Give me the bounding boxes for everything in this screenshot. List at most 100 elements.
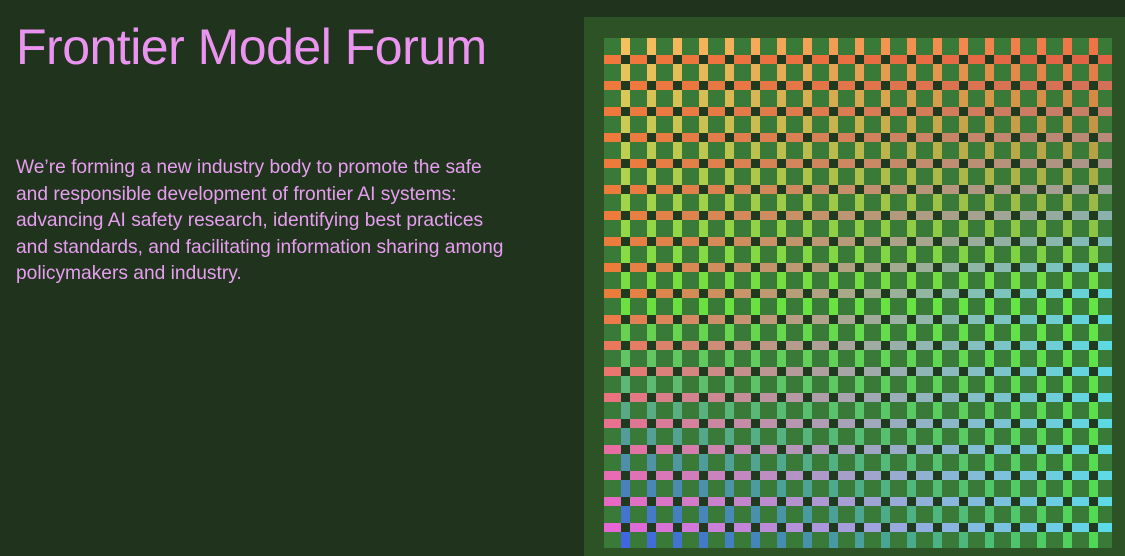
weave-vertical — [1089, 38, 1098, 55]
weave-horizontal — [708, 107, 725, 116]
weave-intersection — [933, 159, 942, 168]
weave-vertical — [907, 532, 916, 548]
weave-horizontal — [890, 81, 907, 90]
weave-intersection — [725, 289, 734, 298]
weave-intersection — [855, 497, 864, 506]
weave-vertical — [673, 298, 682, 315]
weave-intersection — [647, 367, 656, 376]
weave-vertical — [751, 324, 760, 341]
weave-horizontal — [838, 81, 855, 90]
weave-intersection — [907, 471, 916, 480]
weave-intersection — [673, 523, 682, 532]
weave-intersection — [777, 445, 786, 454]
weave-intersection — [621, 471, 630, 480]
weave-intersection — [647, 289, 656, 298]
weave-horizontal — [916, 393, 933, 402]
weave-vertical — [933, 376, 942, 393]
weave-intersection — [933, 81, 942, 90]
weave-horizontal — [734, 393, 751, 402]
weave-vertical — [933, 428, 942, 445]
weave-intersection — [803, 315, 812, 324]
weave-horizontal — [994, 211, 1011, 220]
weave-intersection — [1063, 445, 1072, 454]
weave-intersection — [881, 55, 890, 64]
weave-vertical — [621, 194, 630, 211]
weave-vertical — [647, 90, 656, 107]
weave-horizontal — [864, 185, 881, 194]
weave-vertical — [907, 480, 916, 497]
weave-intersection — [829, 237, 838, 246]
weave-vertical — [907, 38, 916, 55]
weave-horizontal — [838, 341, 855, 350]
weave-vertical — [803, 454, 812, 471]
weave-vertical — [985, 532, 994, 548]
weave-horizontal — [812, 471, 829, 480]
weave-intersection — [647, 263, 656, 272]
weave-intersection — [1037, 367, 1046, 376]
weave-intersection — [1063, 133, 1072, 142]
weave-intersection — [1011, 367, 1020, 376]
weave-vertical — [855, 116, 864, 133]
weave-intersection — [699, 237, 708, 246]
weave-horizontal — [734, 263, 751, 272]
weave-intersection — [933, 185, 942, 194]
weave-horizontal — [994, 55, 1011, 64]
weave-horizontal — [1020, 81, 1037, 90]
weave-intersection — [1089, 419, 1098, 428]
weave-vertical — [725, 454, 734, 471]
weave-horizontal — [604, 419, 621, 428]
weave-intersection — [907, 523, 916, 532]
weave-intersection — [673, 133, 682, 142]
weave-vertical — [647, 428, 656, 445]
weave-horizontal — [864, 133, 881, 142]
weave-intersection — [647, 133, 656, 142]
weave-horizontal — [942, 107, 959, 116]
weave-intersection — [1063, 55, 1072, 64]
weave-horizontal — [1046, 237, 1063, 246]
weave-intersection — [1037, 419, 1046, 428]
weave-intersection — [621, 393, 630, 402]
weave-vertical — [777, 350, 786, 367]
weave-horizontal — [760, 523, 777, 532]
weave-horizontal — [734, 367, 751, 376]
weave-horizontal — [890, 419, 907, 428]
weave-vertical — [699, 116, 708, 133]
weave-vertical — [751, 272, 760, 289]
weave-horizontal — [812, 523, 829, 532]
weave-horizontal — [838, 55, 855, 64]
weave-vertical — [985, 376, 994, 393]
weave-intersection — [933, 523, 942, 532]
weave-horizontal — [734, 419, 751, 428]
weave-intersection — [1037, 55, 1046, 64]
weave-horizontal — [1046, 393, 1063, 402]
weave-vertical — [673, 402, 682, 419]
weave-vertical — [985, 142, 994, 159]
weave-vertical — [1037, 324, 1046, 341]
weave-horizontal — [994, 393, 1011, 402]
weave-vertical — [647, 350, 656, 367]
weave-intersection — [1089, 289, 1098, 298]
weave-horizontal — [890, 263, 907, 272]
weave-horizontal — [864, 471, 881, 480]
weave-vertical — [647, 246, 656, 263]
weave-vertical — [881, 298, 890, 315]
weave-horizontal — [682, 55, 699, 64]
weave-horizontal — [682, 523, 699, 532]
weave-horizontal — [916, 523, 933, 532]
weave-intersection — [881, 393, 890, 402]
weave-horizontal — [656, 237, 673, 246]
weave-horizontal — [1046, 419, 1063, 428]
weave-horizontal — [838, 289, 855, 298]
weave-intersection — [829, 523, 838, 532]
weave-intersection — [673, 211, 682, 220]
weave-intersection — [907, 55, 916, 64]
weave-horizontal — [916, 107, 933, 116]
weave-horizontal — [786, 81, 803, 90]
weave-horizontal — [1046, 211, 1063, 220]
weave-intersection — [777, 497, 786, 506]
weave-vertical — [647, 506, 656, 523]
weave-vertical — [933, 90, 942, 107]
weave-vertical — [1011, 428, 1020, 445]
weave-horizontal — [1020, 393, 1037, 402]
weave-vertical — [933, 116, 942, 133]
